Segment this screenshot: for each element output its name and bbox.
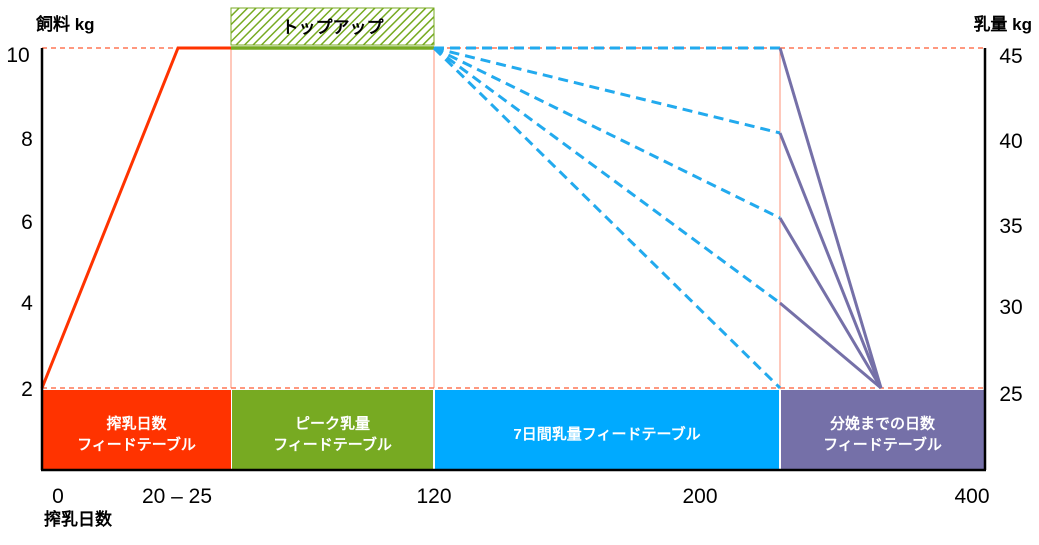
segment-label-4-1: 分娩までの日数 [830, 415, 936, 433]
dry-off-line-4 [779, 301, 882, 390]
segment-label-2-1: ピーク乳量 [295, 415, 370, 433]
segment-label-1-2: フィードテーブル [77, 436, 196, 454]
x-tick-label: 200 [682, 485, 717, 508]
segment-band-3 [435, 390, 779, 470]
right-tick-label: 45 [999, 45, 1022, 68]
left-axis-title: 飼料 kg [35, 14, 95, 34]
right-tick-label: 35 [999, 215, 1022, 238]
segment-band-2 [232, 390, 433, 470]
left-tick-label: 4 [21, 292, 33, 315]
feed-ramp-line [40, 46, 231, 389]
right-tick-label: 40 [999, 130, 1022, 153]
right-tick-label: 25 [999, 383, 1022, 406]
segment-label-1-1: 搾乳日数 [106, 415, 167, 433]
yield-projection-line-3 [433, 46, 781, 220]
x-axis-title: 搾乳日数 [44, 509, 113, 529]
left-tick-label: 10 [6, 44, 29, 67]
yield-projection-line-2 [433, 46, 781, 135]
segment-label-2-2: フィードテーブル [273, 436, 392, 454]
x-tick-label: 400 [954, 485, 989, 508]
segment-band-4 [781, 390, 984, 470]
topup-box [230, 7, 435, 46]
topup-label: トップアップ [282, 17, 385, 37]
segment-band-1 [42, 390, 231, 470]
x-tick-label: 0 [52, 485, 64, 508]
left-tick-label: 2 [21, 378, 33, 401]
left-tick-label: 6 [21, 211, 33, 234]
x-tick-label: 20 – 25 [142, 485, 212, 508]
segment-label-4-2: フィードテーブル [823, 436, 942, 454]
right-tick-label: 30 [999, 296, 1022, 319]
dry-off-line-1 [778, 47, 883, 389]
dry-off-line-3 [778, 217, 883, 389]
left-tick-label: 8 [21, 128, 33, 151]
segment-label-3-1: 7日間乳量フィードテーブル [513, 425, 700, 443]
x-tick-label: 120 [416, 485, 451, 508]
yield-projection-line-4 [433, 46, 781, 305]
dry-off-line-2 [778, 132, 883, 389]
yield-projection-line-5 [432, 46, 782, 390]
right-axis-title: 乳量 kg [973, 14, 1032, 34]
